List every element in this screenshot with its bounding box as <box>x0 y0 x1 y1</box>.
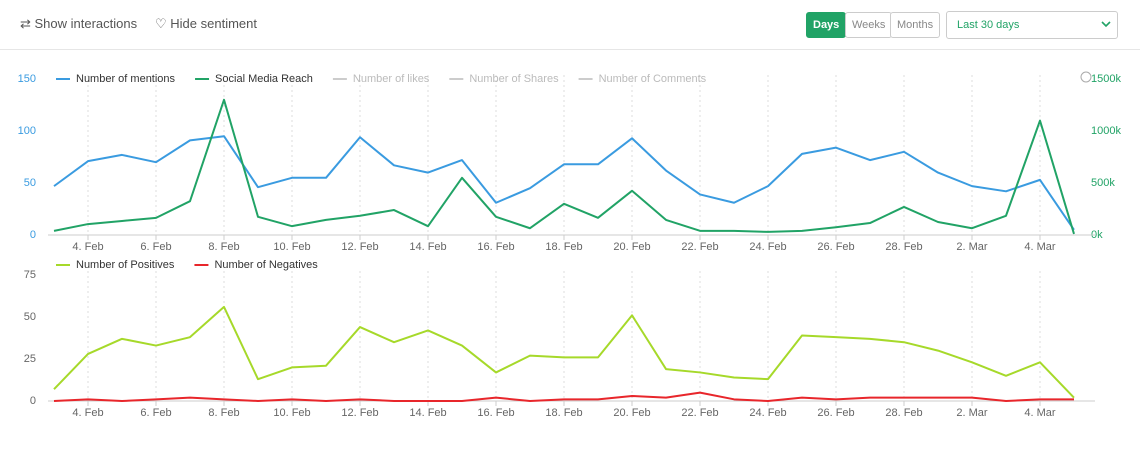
x-tick-label: 6. Feb <box>140 241 171 253</box>
x-tick-label: 16. Feb <box>477 407 514 419</box>
y-tick-label: 150 <box>18 73 36 85</box>
x-tick-label: 22. Feb <box>681 241 718 253</box>
x-tick-label: 8. Feb <box>208 407 239 419</box>
x-tick-label: 4. Mar <box>1024 241 1056 253</box>
x-tick-label: 2. Mar <box>956 241 988 253</box>
x-tick-label: 6. Feb <box>140 407 171 419</box>
range-select[interactable]: Last 30 days <box>946 11 1118 39</box>
legend-label: Number of mentions <box>76 73 176 85</box>
y-tick-label: 0 <box>30 395 36 407</box>
hide-sentiment-label: Hide sentiment <box>170 16 257 31</box>
y-tick-label: 25 <box>24 353 36 365</box>
x-tick-label: 24. Feb <box>749 241 786 253</box>
x-tick-label: 4. Feb <box>72 241 103 253</box>
x-tick-label: 28. Feb <box>885 407 922 419</box>
chevron <box>1101 21 1111 28</box>
x-tick-label: 10. Feb <box>273 241 310 253</box>
x-tick-label: 10. Feb <box>273 407 310 419</box>
hide-sentiment[interactable]: ♡ Hide sentiment <box>155 16 257 31</box>
zoom-icon[interactable] <box>1080 71 1092 83</box>
x-tick-label: 20. Feb <box>613 407 650 419</box>
x-tick-label: 4. Feb <box>72 407 103 419</box>
y-tick-label: 50 <box>24 311 36 323</box>
toolbar: ⇄ Show interactions ♡ Hide sentiment Day… <box>0 0 1140 50</box>
show-interactions[interactable]: ⇄ Show interactions <box>20 16 138 31</box>
x-tick-label: 26. Feb <box>817 241 854 253</box>
show-interactions-label: Show interactions <box>34 16 138 31</box>
x-tick-label: 26. Feb <box>817 407 854 419</box>
x-tick-label: 2. Mar <box>956 407 988 419</box>
y-tick-label: 0 <box>30 229 36 241</box>
y-tick-label: 75 <box>24 269 36 281</box>
x-tick-label: 22. Feb <box>681 407 718 419</box>
series-line <box>53 135 1075 231</box>
legend-label: Number of Shares <box>469 73 559 85</box>
legend-label: Number of likes <box>353 73 430 85</box>
x-tick-label: 24. Feb <box>749 407 786 419</box>
series-line <box>53 98 1075 235</box>
x-tick-label: 14. Feb <box>409 241 446 253</box>
period-button[interactable]: Days <box>806 12 847 38</box>
series-line <box>53 391 1074 402</box>
series-line <box>53 305 1075 399</box>
y2-tick-label: 1000k <box>1091 125 1121 137</box>
y-tick-label: 50 <box>24 177 36 189</box>
y2-tick-label: 500k <box>1091 177 1115 189</box>
x-tick-label: 16. Feb <box>477 241 514 253</box>
legend-label: Social Media Reach <box>215 73 313 85</box>
x-tick-label: 4. Mar <box>1024 407 1056 419</box>
legend-label: Number of Comments <box>599 73 707 85</box>
x-tick-label: 20. Feb <box>613 241 650 253</box>
x-tick-label: 18. Feb <box>545 407 582 419</box>
x-tick-label: 8. Feb <box>208 241 239 253</box>
y2-tick-label: 0k <box>1091 229 1103 241</box>
legend-label: Number of Negatives <box>214 259 318 271</box>
x-tick-label: 12. Feb <box>341 241 378 253</box>
x-tick-label: 18. Feb <box>545 241 582 253</box>
legend-label: Number of Positives <box>76 259 175 271</box>
x-tick-label: 12. Feb <box>341 407 378 419</box>
y-tick-label: 100 <box>18 125 36 137</box>
x-tick-label: 28. Feb <box>885 241 922 253</box>
x-tick-label: 14. Feb <box>409 407 446 419</box>
y2-tick-label: 1500k <box>1091 73 1121 85</box>
range-select-label: Last 30 days <box>957 19 1020 31</box>
period-button[interactable]: Months <box>890 12 941 38</box>
